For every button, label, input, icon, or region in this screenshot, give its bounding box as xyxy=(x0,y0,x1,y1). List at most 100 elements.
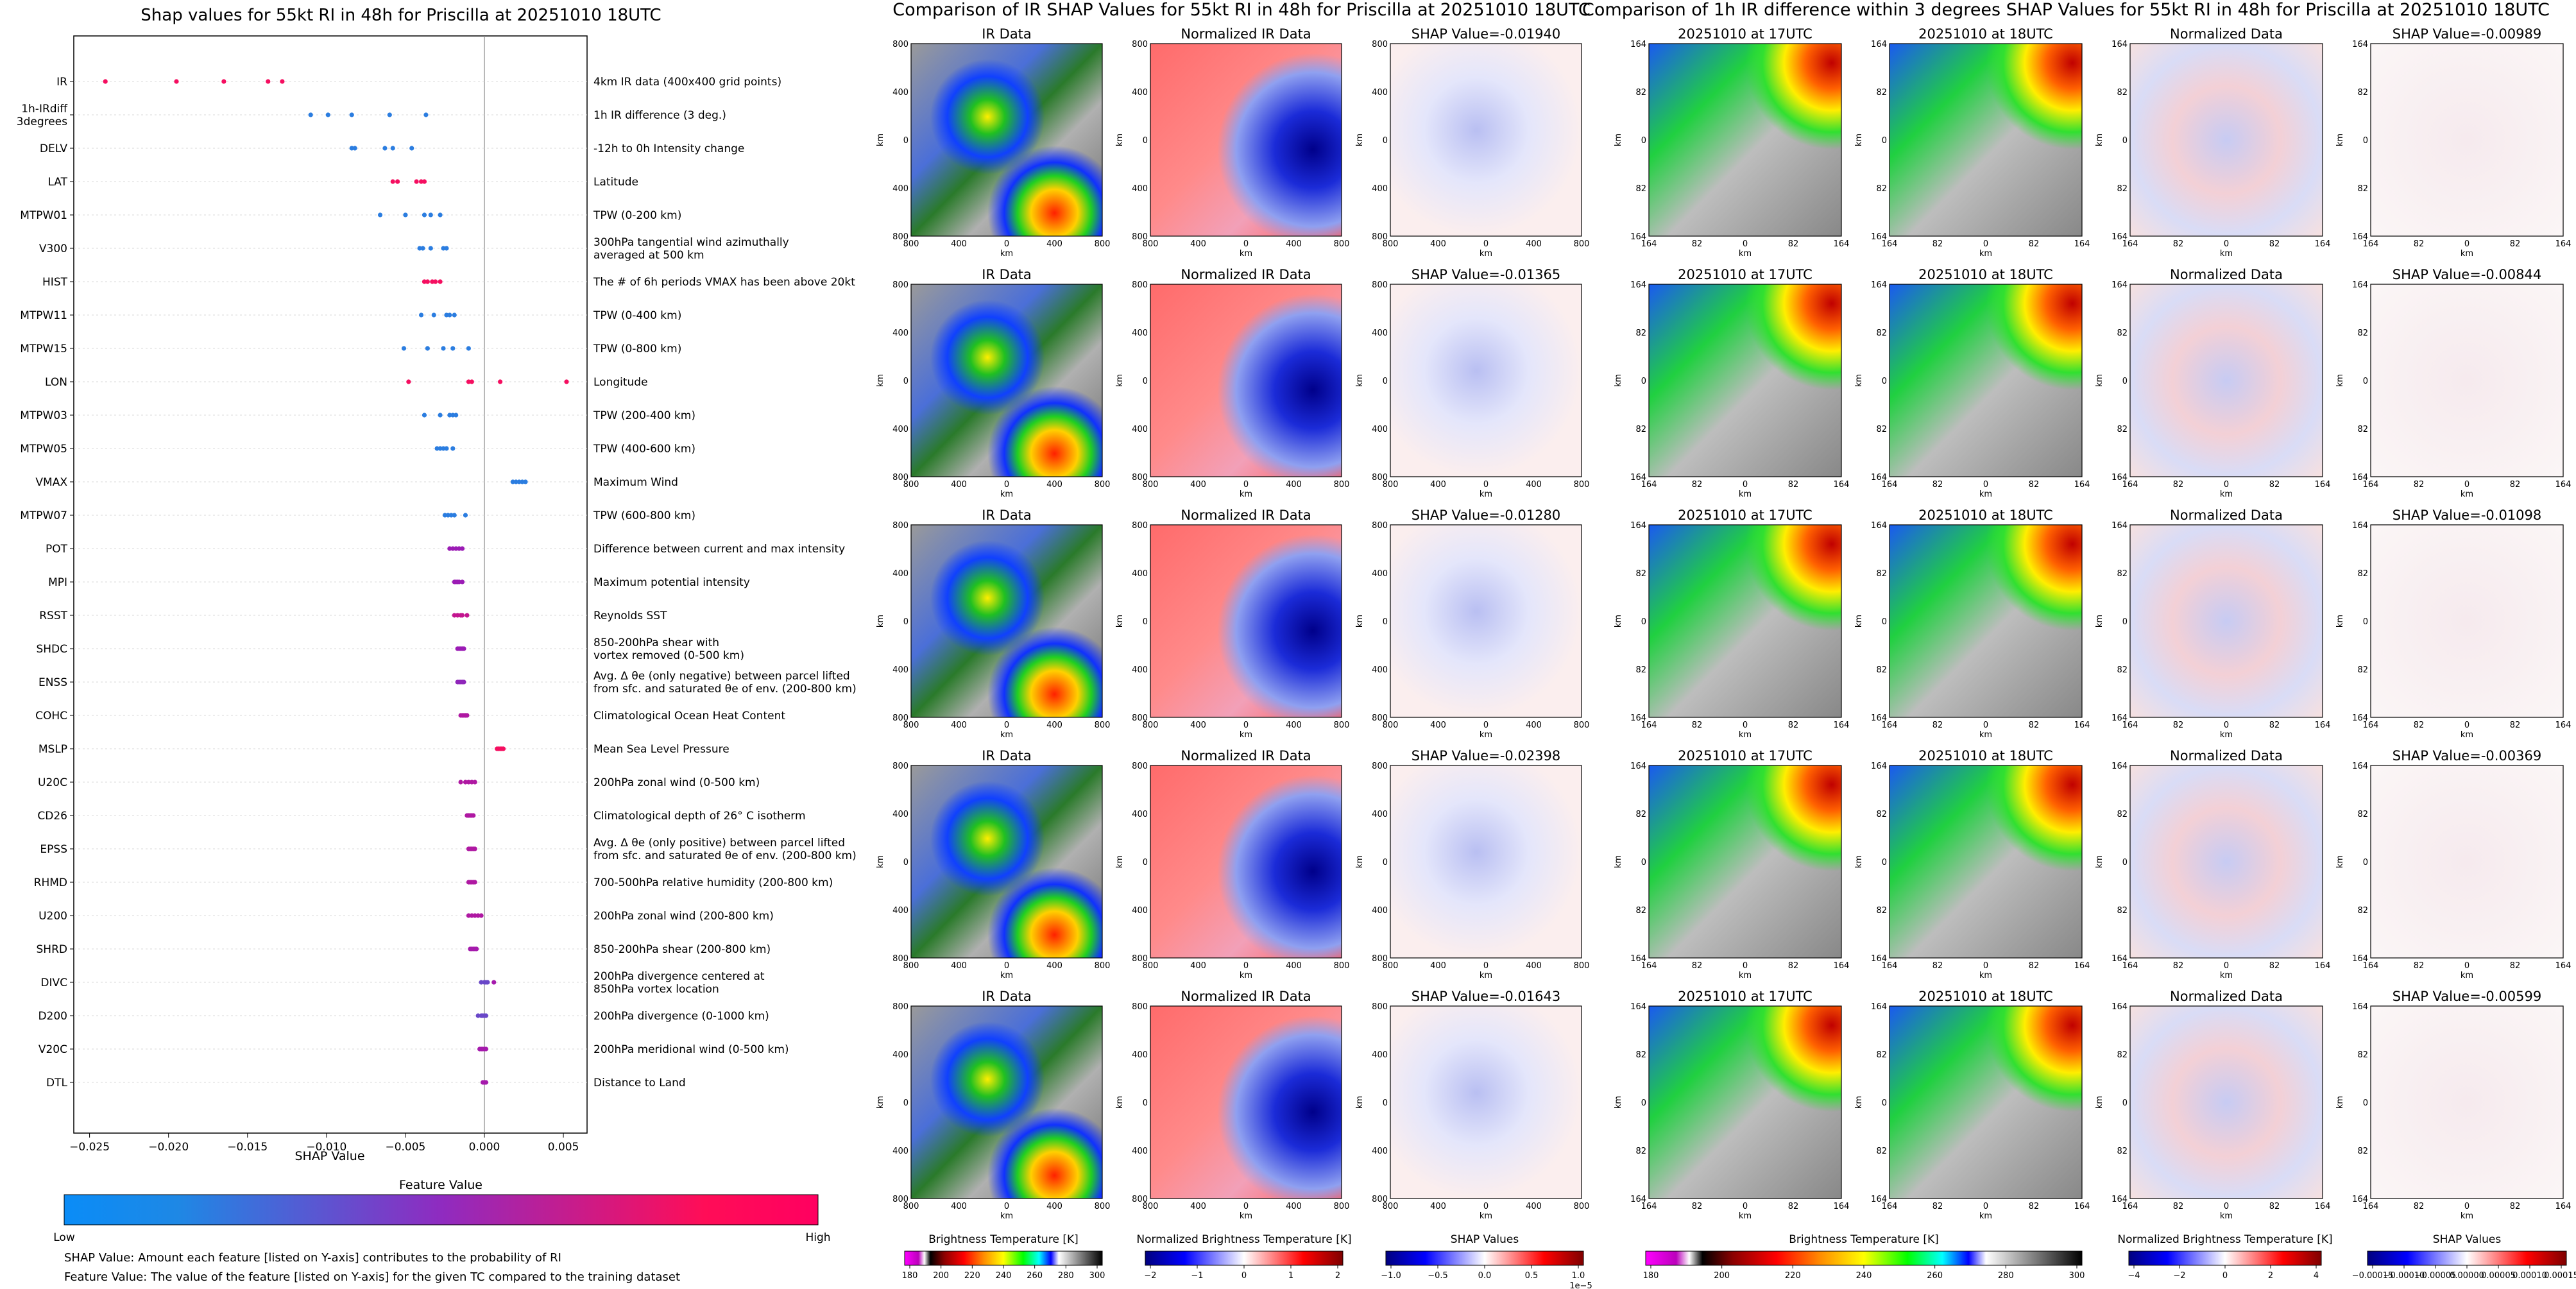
subplot-title: 20251010 at 18UTC xyxy=(1918,748,2053,764)
feature-name-label: CD26 xyxy=(37,810,67,823)
shap-point xyxy=(465,613,470,618)
shap-point xyxy=(463,513,468,518)
colorbar-tick-label: 300 xyxy=(2069,1271,2085,1281)
colorbar-tick-label: 280 xyxy=(1998,1271,2014,1281)
feature-name-label: SHDC xyxy=(36,643,67,656)
y-tick-label: 82 xyxy=(2117,329,2128,338)
y-axis-label: km xyxy=(876,615,885,627)
x-tick-label: 164 xyxy=(1641,1202,1657,1211)
shap-point xyxy=(352,146,357,151)
y-tick-label: 82 xyxy=(1635,1147,1646,1156)
feature-name-label: V300 xyxy=(39,243,67,255)
feature-description-label: Reynolds SST xyxy=(593,610,667,622)
x-axis-label: km xyxy=(1979,249,1992,259)
x-tick-label: 82 xyxy=(1788,961,1799,971)
subplot-frame xyxy=(2129,284,2323,477)
x-tick-label: 400 xyxy=(1526,239,1542,249)
x-tick-label: 82 xyxy=(2173,721,2184,730)
shap-point xyxy=(174,79,179,84)
shap-point xyxy=(498,379,503,384)
shap-point xyxy=(395,179,400,184)
y-tick-label: 82 xyxy=(2357,569,2368,579)
y-axis-label: km xyxy=(2335,1096,2345,1109)
subplot-frame xyxy=(2370,1005,2564,1199)
x-axis-label: km xyxy=(1480,730,1492,740)
feature-description-label: Distance to Land xyxy=(593,1077,686,1089)
map-subplot: 20251010 at 17UTC1641648282008282164164k… xyxy=(1614,508,1849,740)
map-subplot: SHAP Value=-0.01280800800400400004004008… xyxy=(1355,508,1589,740)
subplot-frame xyxy=(2129,1005,2323,1199)
x-tick-label: 164 xyxy=(2555,721,2572,730)
y-tick-label: 400 xyxy=(892,810,908,819)
x-tick-label: 164 xyxy=(2555,239,2572,249)
y-tick-label: 164 xyxy=(1630,40,1646,49)
y-tick-label: 82 xyxy=(2357,810,2368,819)
subplot-frame xyxy=(2129,43,2323,237)
x-tick-label: 82 xyxy=(1788,1202,1799,1211)
subplot-title: SHAP Value=-0.01098 xyxy=(2393,508,2542,523)
y-tick-label: 0 xyxy=(1882,1098,1887,1108)
y-tick-label: 800 xyxy=(1132,1195,1148,1204)
subplot-title: 20251010 at 18UTC xyxy=(1918,508,2053,523)
subplot-frame xyxy=(1889,284,2083,477)
x-tick-label: 82 xyxy=(1932,961,1943,971)
shap-point xyxy=(474,946,479,952)
shap-point xyxy=(349,146,354,151)
x-tick-label: 164 xyxy=(2555,961,2572,971)
y-tick-label: 82 xyxy=(2117,906,2128,916)
x-tick-label: 400 xyxy=(1046,239,1062,249)
colorbar-tick-label: 240 xyxy=(996,1271,1012,1281)
x-tick-label: 0 xyxy=(1483,480,1488,490)
x-tick-label: 164 xyxy=(1882,721,1898,730)
subplot-frame xyxy=(2129,765,2323,959)
shap-point xyxy=(471,813,476,818)
colorbar-label: Brightness Temperature [K] xyxy=(1789,1233,1938,1246)
x-tick-label: 82 xyxy=(2029,961,2040,971)
shap-point xyxy=(491,980,497,985)
map-subplot: SHAP Value=-0.01365800800400400004004008… xyxy=(1355,267,1589,499)
x-tick-label: 400 xyxy=(951,239,967,249)
subplot-frame xyxy=(1390,524,1582,718)
x-tick-label: 164 xyxy=(2363,1202,2379,1211)
x-tick-label: 800 xyxy=(1383,480,1399,490)
colorbar-tick-label: 220 xyxy=(1785,1271,1801,1281)
y-tick-label: 164 xyxy=(2352,1002,2368,1012)
x-tick-label: 800 xyxy=(1574,480,1590,490)
y-tick-label: 400 xyxy=(1132,88,1148,98)
subplot-frame xyxy=(1648,1005,1842,1199)
y-tick-label: 164 xyxy=(2111,232,2128,242)
feature-colorbar-low: Low xyxy=(53,1231,75,1244)
x-tick-label: 800 xyxy=(903,961,919,971)
map-subplot: 20251010 at 18UTC1641648282008282164164k… xyxy=(1854,267,2090,499)
colorbar xyxy=(2128,1251,2322,1266)
feature-name-label: ENSS xyxy=(38,676,67,689)
y-tick-label: 400 xyxy=(1132,665,1148,675)
y-tick-label: 82 xyxy=(2357,906,2368,916)
y-tick-label: 400 xyxy=(1132,569,1148,579)
x-tick-label: 164 xyxy=(2315,239,2331,249)
feature-description-label: 850-200hPa shear (200-800 km) xyxy=(593,943,771,956)
colorbar-label: Brightness Temperature [K] xyxy=(928,1233,1078,1246)
x-tick-label: 400 xyxy=(1286,961,1302,971)
subplot-title: Normalized Data xyxy=(2170,26,2283,42)
y-tick-label: 164 xyxy=(1871,232,1887,242)
shap-point xyxy=(430,279,435,284)
y-axis-label: km xyxy=(2095,374,2104,387)
y-tick-label: 400 xyxy=(1372,906,1388,916)
subplot-image xyxy=(1390,525,1582,717)
map-subplot: Normalized Data1641648282008282164164kmk… xyxy=(2095,508,2330,740)
x-tick-label: 800 xyxy=(1383,239,1399,249)
y-tick-label: 0 xyxy=(2122,858,2128,867)
map-subplot: Normalized IR Data8008004004000040040080… xyxy=(1115,267,1349,499)
colorbar-tick-label: −0.00005 xyxy=(2415,1271,2457,1281)
x-tick-label: 800 xyxy=(1095,480,1111,490)
colorbar-tick-label: 0.00000 xyxy=(2450,1271,2484,1281)
y-tick-label: 82 xyxy=(1876,329,1887,338)
shap-point xyxy=(444,312,449,318)
map-subplot: 20251010 at 17UTC1641648282008282164164k… xyxy=(1614,26,1849,259)
colorbar-tick-label: 2 xyxy=(2268,1271,2273,1281)
x-tick-label: 82 xyxy=(1692,239,1703,249)
x-tick-label: 0 xyxy=(1983,239,1988,249)
y-tick-label: 0 xyxy=(1641,136,1646,146)
subplot-image-overlay xyxy=(1649,1006,1841,1199)
